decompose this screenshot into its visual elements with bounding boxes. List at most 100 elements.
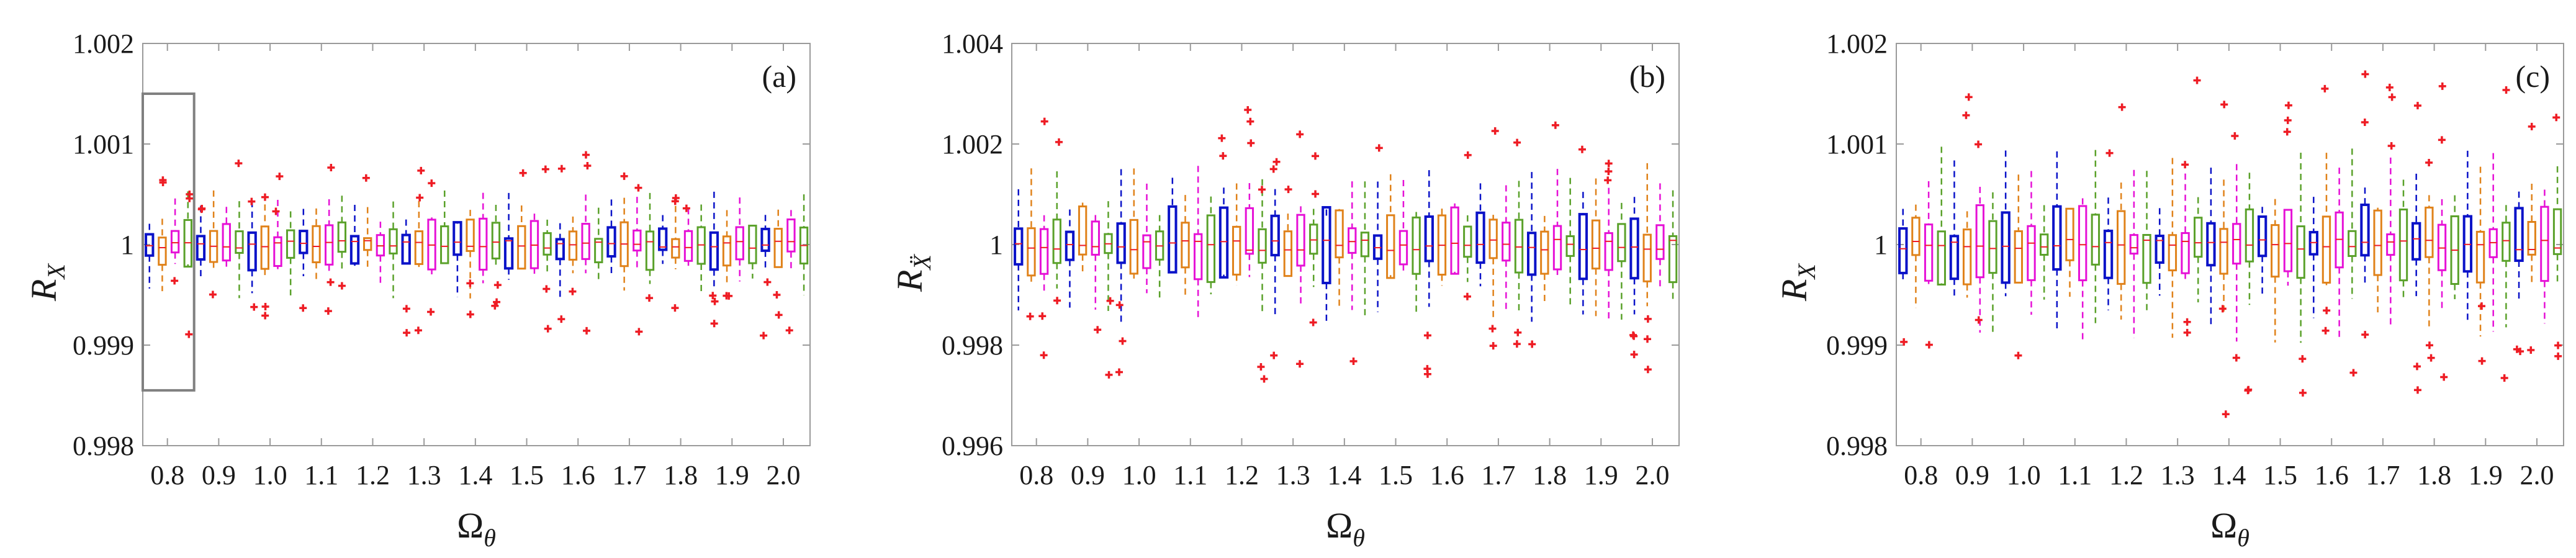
- panel-label: (c): [2516, 59, 2551, 94]
- box-21: [1269, 158, 1281, 359]
- box-45: [709, 191, 719, 328]
- outlier-point: [1040, 117, 1048, 125]
- box-body: [606, 226, 616, 258]
- x-tick-label: 1.6: [1430, 460, 1464, 490]
- box-51: [2540, 189, 2549, 324]
- box-body: [748, 225, 757, 264]
- box-38: [619, 172, 629, 291]
- box-4: [1052, 138, 1063, 305]
- x-tick-label: 0.9: [202, 460, 236, 490]
- box-body: [1360, 232, 1370, 258]
- box-11: [272, 173, 284, 269]
- y-axis-label: RX: [1774, 263, 1821, 302]
- x-tick-label: 1.6: [561, 460, 595, 490]
- box-39: [1502, 185, 1511, 310]
- x-tick-label: 1.4: [2212, 460, 2246, 490]
- box-body: [1924, 223, 1934, 282]
- box-body: [2091, 214, 2101, 266]
- box-body: [1565, 235, 1575, 257]
- outlier-point: [1026, 312, 1034, 320]
- panel-label: (b): [1629, 59, 1665, 94]
- box-35: [581, 151, 592, 335]
- box-body: [324, 224, 334, 266]
- box-12: [2039, 205, 2049, 300]
- box-12: [1155, 215, 1164, 300]
- outlier-point: [672, 194, 680, 202]
- outlier-point: [417, 166, 425, 174]
- box-body: [1911, 217, 1921, 256]
- box-9: [247, 197, 258, 311]
- box-50: [2527, 122, 2536, 354]
- box-9: [1115, 169, 1127, 376]
- box-body: [2181, 232, 2190, 274]
- box-52: [1668, 190, 1678, 299]
- box-41: [2411, 102, 2421, 394]
- outlier-point: [324, 307, 332, 315]
- box-42: [1540, 215, 1549, 304]
- box-11: [1142, 183, 1151, 294]
- box-body: [273, 236, 282, 268]
- box-body: [2502, 222, 2511, 262]
- box-body: [260, 225, 269, 270]
- box-4: [1937, 146, 1946, 286]
- box-body: [222, 223, 231, 262]
- box-13: [2052, 151, 2062, 330]
- box-body: [1514, 218, 1524, 274]
- outlier-point: [2552, 114, 2560, 122]
- box-body: [657, 227, 668, 251]
- outlier-point: [2361, 70, 2369, 78]
- chart-panel-2: 0.996 0.998 1 1.002 1.004 0.8 0.9 1.0 1.1 1.2 1.3 1…: [889, 29, 1680, 552]
- outlier-point: [1106, 297, 1114, 305]
- outlier-point: [250, 303, 258, 311]
- outlier-point: [1219, 152, 1227, 160]
- box-17: [2103, 149, 2114, 310]
- box-body: [1591, 219, 1601, 270]
- outlier-point: [1312, 190, 1320, 198]
- box-body: [1270, 214, 1280, 257]
- box-12: [286, 211, 295, 295]
- box-body: [466, 218, 475, 252]
- box-30: [2271, 199, 2280, 343]
- highlight-box: [142, 92, 196, 392]
- box-body: [633, 229, 642, 252]
- box-35: [1450, 203, 1459, 275]
- box-41: [657, 215, 668, 264]
- outlier-point: [466, 279, 474, 287]
- outlier-point: [2527, 346, 2535, 354]
- box-body: [760, 227, 770, 252]
- box-body: [1668, 235, 1678, 284]
- box-body: [1039, 228, 1049, 275]
- box-body: [235, 230, 244, 254]
- outlier-point: [1900, 338, 1908, 346]
- box-44: [696, 204, 706, 294]
- box-6: [209, 190, 218, 299]
- outlier-point: [2323, 307, 2331, 315]
- box-40: [1513, 138, 1524, 348]
- box-5: [1949, 160, 1960, 298]
- outlier-point: [541, 165, 549, 173]
- box-body: [2398, 208, 2408, 282]
- outlier-point: [414, 326, 422, 335]
- outlier-point: [2438, 82, 2446, 90]
- box-47: [735, 197, 744, 282]
- outlier-point: [634, 184, 642, 192]
- outlier-point: [299, 304, 307, 312]
- box-19: [2129, 169, 2139, 338]
- x-axis-label: Ωθ: [457, 505, 496, 552]
- outlier-point: [1630, 332, 1638, 340]
- box-body: [1488, 218, 1498, 259]
- outlier-point: [2361, 118, 2369, 126]
- outlier-point: [2478, 357, 2486, 365]
- outlier-point: [2425, 341, 2433, 349]
- y-tick-label: 0.999: [1826, 330, 1888, 361]
- x-tick-label: 1.0: [2007, 460, 2041, 490]
- outlier-point: [1578, 145, 1586, 153]
- x-tick-label: 1.3: [407, 460, 441, 490]
- box-body: [401, 233, 411, 265]
- box-body: [2514, 207, 2524, 263]
- box-5: [196, 204, 206, 278]
- box-41: [1526, 172, 1537, 348]
- box-14: [2065, 207, 2074, 297]
- box-body: [1142, 234, 1151, 269]
- outlier-point: [1975, 140, 1983, 148]
